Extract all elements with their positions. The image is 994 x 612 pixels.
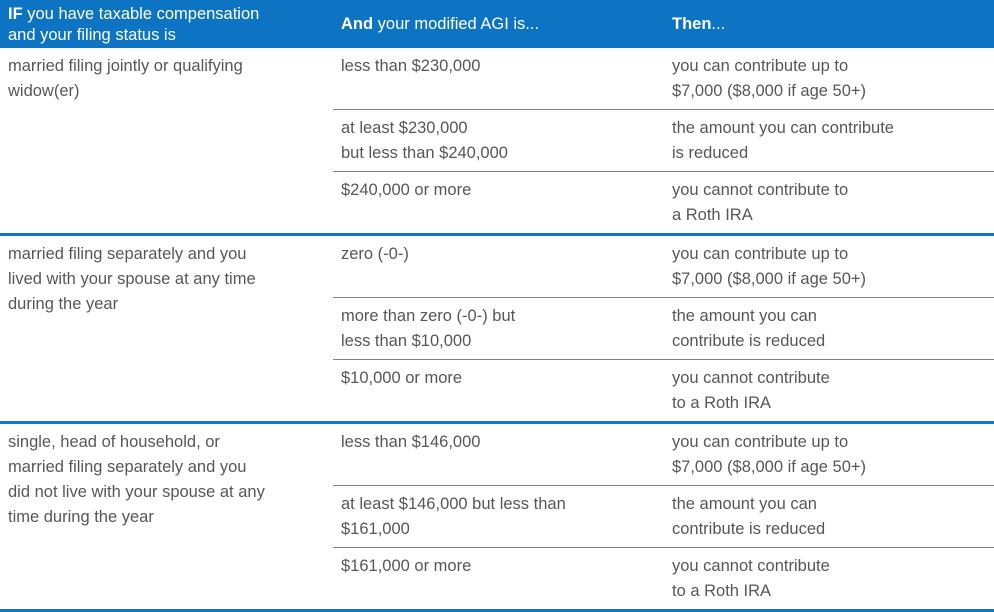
then-cell: the amount you can contribute is reduced [664,485,994,547]
then-cell: the amount you can contribute is reduced [664,109,994,171]
header-modified-agi-bold: And [341,14,374,33]
section-married-filing-separately-lived-with-spouse: married filing separately and you lived … [0,233,994,421]
then-cell: you cannot contribute to a Roth IRA [664,171,994,233]
agi-cell: zero (-0-) [341,245,409,263]
agi-cell: $10,000 or more [333,359,664,421]
then-cell: you cannot contribute to a Roth IRA [664,359,994,421]
agi-cell: $161,000 or more [333,547,664,609]
agi-cell: less than $230,000 [341,57,481,75]
then-cell: the amount you can contribute is reduced [664,297,994,359]
header-then: Then... [664,15,994,34]
status-cell: married filing jointly or qualifying wid… [8,57,243,100]
then-cell: you can contribute up to $7,000 ($8,000 … [672,245,867,288]
header-filing-status-bold: IF [8,4,23,23]
agi-cell: at least $146,000 but less than $161,000 [333,485,664,547]
agi-cell: less than $146,000 [341,433,481,451]
header-then-bold: Then [672,14,712,33]
status-cell: single, head of household, or married fi… [8,433,265,526]
then-cell: you can contribute up to $7,000 ($8,000 … [672,57,867,100]
then-cell: you can contribute up to $7,000 ($8,000 … [672,433,867,476]
header-then-rest: ... [711,14,726,33]
header-filing-status-rest: you have taxable compensation and your f… [8,4,260,44]
section-single-head-of-household: single, head of household, or married fi… [0,421,994,609]
table-header: IF you have taxable compensation and you… [0,0,994,48]
then-cell: you cannot contribute to a Roth IRA [664,547,994,609]
header-modified-agi: And your modified AGI is... [333,15,664,34]
agi-cell: $240,000 or more [333,171,664,233]
header-filing-status: IF you have taxable compensation and you… [0,3,333,46]
header-modified-agi-rest: your modified AGI is... [373,14,540,33]
section-married-filing-jointly: married filing jointly or qualifying wid… [0,48,994,233]
agi-cell: at least $230,000 but less than $240,000 [333,109,664,171]
status-cell: married filing separately and you lived … [8,245,256,313]
agi-cell: more than zero (-0-) but less than $10,0… [333,297,664,359]
